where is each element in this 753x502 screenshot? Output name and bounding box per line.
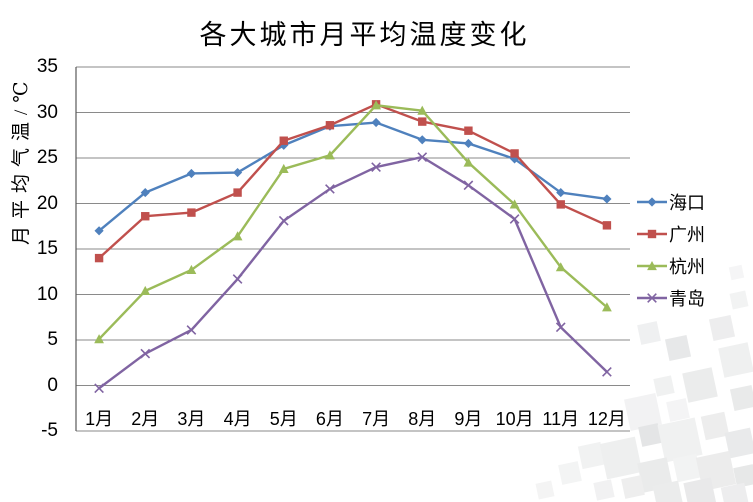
square-marker-icon bbox=[647, 229, 657, 239]
x-marker-icon bbox=[371, 162, 381, 172]
x-axis-label: 3月 bbox=[177, 409, 206, 429]
square-marker-icon bbox=[325, 121, 335, 130]
y-axis-tick-label: 30 bbox=[36, 101, 58, 123]
x-axis-label: 11月 bbox=[542, 409, 580, 429]
series-line bbox=[97, 103, 609, 260]
x-axis-label: 7月 bbox=[362, 409, 391, 429]
x-marker-icon bbox=[140, 348, 151, 359]
x-marker-icon bbox=[278, 215, 289, 226]
diamond-marker-icon bbox=[602, 194, 612, 204]
square-marker-icon bbox=[187, 208, 196, 217]
x-axis-label: 10月 bbox=[495, 409, 534, 429]
diamond-marker-icon bbox=[140, 187, 150, 198]
x-axis-label: 1月 bbox=[85, 409, 114, 429]
series-line bbox=[97, 104, 609, 341]
diamond-marker-icon bbox=[94, 226, 104, 236]
triangle-marker-icon bbox=[555, 262, 566, 272]
legend-key-icon bbox=[637, 261, 667, 271]
diamond-marker-icon bbox=[186, 168, 197, 179]
diamond-marker-icon bbox=[556, 187, 566, 198]
legend-item-2: 杭州 bbox=[637, 254, 705, 278]
square-marker-icon bbox=[141, 212, 150, 221]
legend-label: 杭州 bbox=[669, 257, 705, 277]
y-axis-tick-label: 15 bbox=[36, 238, 58, 259]
triangle-marker-icon bbox=[232, 231, 243, 241]
legend-label: 青岛 bbox=[669, 289, 705, 309]
triangle-marker-icon bbox=[140, 285, 151, 295]
triangle-marker-icon bbox=[509, 199, 520, 209]
x-axis-label: 8月 bbox=[408, 409, 437, 429]
series-line bbox=[97, 155, 609, 390]
diamond-marker-icon bbox=[232, 167, 243, 178]
y-axis-tick-label: -5 bbox=[41, 420, 58, 441]
legend-key-icon bbox=[637, 197, 667, 207]
x-marker-icon bbox=[186, 325, 197, 335]
y-axis-tick-label: 25 bbox=[36, 147, 58, 168]
legend-key-icon bbox=[637, 229, 667, 239]
diamond-marker-icon bbox=[371, 117, 381, 128]
x-marker-icon bbox=[555, 322, 566, 333]
legend-item-1: 广州 bbox=[637, 222, 705, 246]
chart-title: 各大城市月平均温度变化 bbox=[199, 20, 530, 50]
y-axis-tick-label: 0 bbox=[47, 374, 58, 396]
x-marker-icon bbox=[602, 366, 612, 377]
y-axis-tick-label: 10 bbox=[36, 283, 58, 305]
x-axis-label: 12月 bbox=[587, 409, 626, 429]
triangle-marker-icon bbox=[647, 261, 657, 271]
triangle-marker-icon bbox=[602, 302, 612, 312]
diamond-marker-icon bbox=[647, 197, 657, 207]
legend-label: 海口 bbox=[669, 193, 705, 213]
square-marker-icon bbox=[510, 149, 519, 158]
x-axis-label: 6月 bbox=[315, 409, 344, 429]
triangle-marker-icon bbox=[417, 105, 428, 115]
square-marker-icon bbox=[602, 221, 612, 230]
x-marker-icon bbox=[463, 180, 474, 191]
x-axis-label: 5月 bbox=[269, 409, 298, 429]
square-marker-icon bbox=[233, 188, 242, 197]
legend-key-icon bbox=[637, 293, 667, 303]
y-axis-tick-label: 20 bbox=[36, 192, 58, 214]
triangle-marker-icon bbox=[463, 157, 474, 167]
legend: 海口 广州 杭州 青岛 bbox=[637, 190, 705, 318]
diamond-marker-icon bbox=[417, 135, 427, 145]
square-marker-icon bbox=[464, 126, 473, 135]
triangle-marker-icon bbox=[94, 334, 104, 344]
x-marker-icon bbox=[509, 214, 520, 224]
square-marker-icon bbox=[94, 253, 104, 263]
series-line bbox=[97, 121, 609, 233]
x-marker-icon bbox=[325, 184, 335, 194]
x-axis-label: 2月 bbox=[131, 409, 160, 429]
triangle-marker-icon bbox=[278, 163, 289, 174]
x-axis-label: 9月 bbox=[454, 409, 483, 429]
x-marker-icon bbox=[232, 274, 243, 284]
legend-label: 广州 bbox=[669, 225, 705, 245]
triangle-marker-icon bbox=[186, 264, 197, 275]
square-marker-icon bbox=[279, 136, 288, 145]
legend-item-3: 青岛 bbox=[637, 286, 705, 310]
x-axis-label: 4月 bbox=[223, 409, 252, 429]
x-marker-icon bbox=[94, 383, 104, 394]
legend-item-0: 海口 bbox=[637, 190, 705, 214]
triangle-marker-icon bbox=[371, 100, 381, 110]
square-marker-icon bbox=[418, 117, 427, 126]
triangle-marker-icon bbox=[325, 150, 335, 160]
diamond-marker-icon bbox=[463, 138, 474, 149]
x-marker-icon bbox=[417, 152, 428, 162]
x-marker-icon bbox=[647, 293, 657, 303]
square-marker-icon bbox=[556, 200, 565, 209]
y-axis-tick-label: 35 bbox=[36, 56, 58, 77]
y-axis-tick-label: 5 bbox=[47, 329, 58, 350]
